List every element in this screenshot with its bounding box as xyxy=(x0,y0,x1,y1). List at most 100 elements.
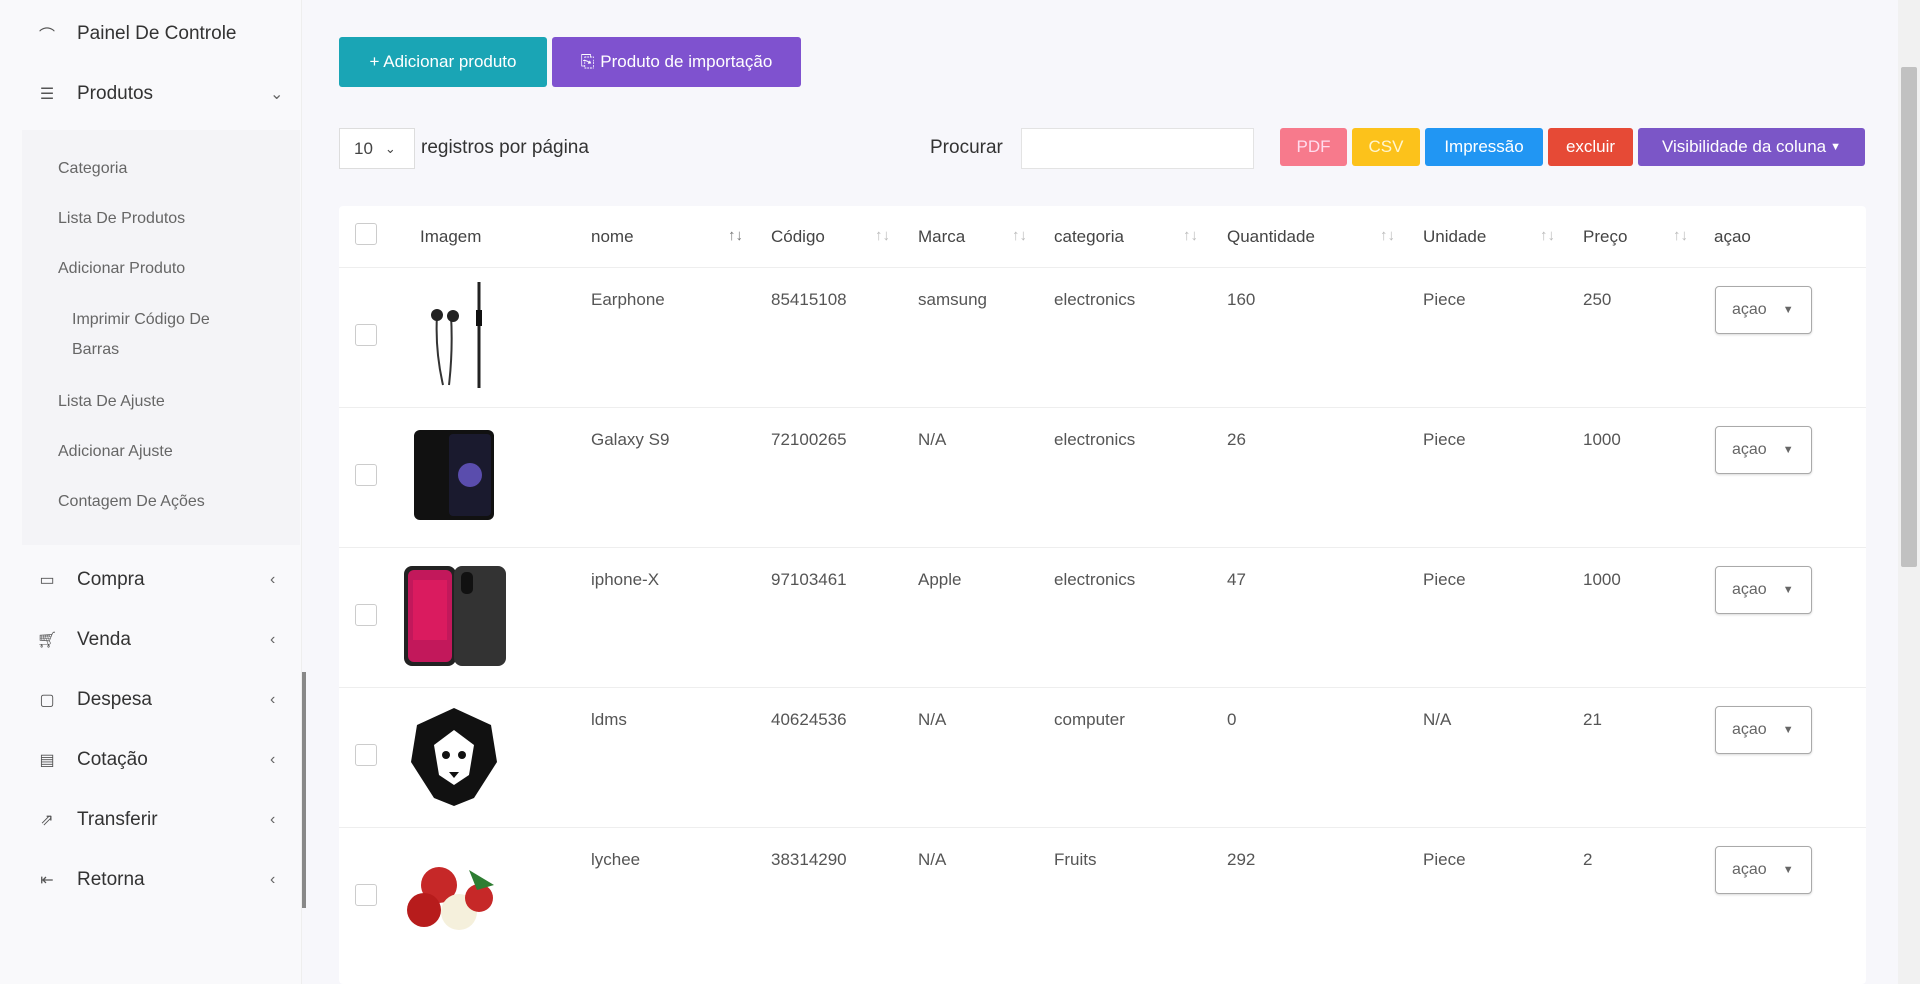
cell-nome: iphone-X xyxy=(591,570,660,589)
submenu-categoria[interactable]: Categoria xyxy=(58,160,128,177)
chevron-down-icon: ⌄ xyxy=(384,140,396,156)
cell-preco: 2 xyxy=(1583,850,1593,869)
cell-unidade: Piece xyxy=(1423,290,1466,309)
header-codigo[interactable]: Código xyxy=(771,227,825,246)
table-row: iphone-X 97103461 Apple electronics 47 Piece 1… xyxy=(339,547,1866,687)
submenu-adicionar-ajuste[interactable]: Adicionar Ajuste xyxy=(58,443,173,460)
sidebar-scrollbar[interactable] xyxy=(302,672,306,908)
submenu-lista-ajuste[interactable]: Lista De Ajuste xyxy=(58,393,165,410)
header-marca[interactable]: Marca xyxy=(918,227,966,246)
header-categoria[interactable]: categoria xyxy=(1054,227,1124,246)
share-icon: ⇗ xyxy=(40,812,54,829)
cell-marca: N/A xyxy=(918,850,947,869)
header-nome[interactable]: nome xyxy=(591,227,634,246)
cell-preco: 1000 xyxy=(1583,570,1621,589)
column-visibility-button[interactable]: Visibilidade da coluna ▼ xyxy=(1638,128,1865,166)
header-quantidade[interactable]: Quantidade xyxy=(1227,227,1315,246)
cell-nome: ldms xyxy=(591,710,627,729)
export-pdf-button[interactable]: PDF xyxy=(1280,128,1347,166)
export-csv-button[interactable]: CSV xyxy=(1352,128,1420,166)
sidebar-item-despesa[interactable]: ▢ Despesa ‹ xyxy=(0,680,300,720)
import-product-button[interactable]: ⎘ Produto de importação xyxy=(552,37,801,87)
products-table xyxy=(339,206,1866,984)
header-acao: açao xyxy=(1714,227,1751,246)
search-label: Procurar xyxy=(930,137,1003,158)
page-size-select[interactable]: 10 ⌄ xyxy=(339,128,415,169)
cell-preco: 21 xyxy=(1583,710,1602,729)
sort-icon[interactable]: ↑↓ xyxy=(728,227,743,244)
add-product-button[interactable]: + Adicionar produto xyxy=(339,37,547,87)
print-button[interactable]: Impressão xyxy=(1425,128,1543,166)
header-preco[interactable]: Preço xyxy=(1583,227,1628,246)
row-checkbox[interactable] xyxy=(355,324,377,346)
table-row: Galaxy S9 72100265 N/A electronics 26 Piece 10… xyxy=(339,407,1866,547)
cell-unidade: Piece xyxy=(1423,570,1466,589)
sidebar-item-venda[interactable]: 🛒︎ Venda ‹ xyxy=(36,629,276,650)
select-all-checkbox[interactable] xyxy=(355,223,377,245)
caret-down-icon: ▼ xyxy=(1830,141,1842,153)
submenu-lista-produtos[interactable]: Lista De Produtos xyxy=(58,210,186,227)
cell-marca: N/A xyxy=(918,430,947,449)
cell-quantidade: 26 xyxy=(1227,430,1246,449)
action-dropdown[interactable]: açao ▼ xyxy=(1715,566,1812,614)
sidebar-item-dashboard[interactable]: ⌒ Painel De Controle xyxy=(0,14,300,54)
product-image-lychee xyxy=(399,840,509,950)
cell-unidade: Piece xyxy=(1423,850,1466,869)
products-submenu xyxy=(22,130,300,545)
cell-categoria: Fruits xyxy=(1054,850,1097,869)
action-dropdown[interactable]: açao ▼ xyxy=(1715,426,1812,474)
card-icon: ▭ xyxy=(39,572,55,589)
caret-down-icon: ▼ xyxy=(1782,724,1794,736)
chevron-down-icon: ⌄ xyxy=(270,86,284,103)
cell-categoria: electronics xyxy=(1054,290,1136,309)
page-size-label: registros por página xyxy=(421,137,589,158)
sort-icon[interactable]: ↑↓ xyxy=(1673,227,1688,244)
sidebar-item-cotacao[interactable]: ▤ Cotação ‹ xyxy=(0,740,300,780)
table-row: lychee 38314290 N/A Fruits 292 Piece 2 açao ▼ xyxy=(339,827,1866,967)
search-input[interactable] xyxy=(1021,128,1254,169)
cell-categoria: electronics xyxy=(1054,430,1136,449)
product-image-earphone xyxy=(399,280,509,390)
action-dropdown[interactable]: açao ▼ xyxy=(1715,706,1812,754)
sidebar-item-retorna[interactable]: ⇤ Retorna ‹ xyxy=(0,860,300,900)
sidebar: ⌒ Painel De Controle ☰ Produtos ⌄ Catego… xyxy=(0,0,302,984)
sort-icon[interactable]: ↑↓ xyxy=(1540,227,1555,244)
table-row: Earphone 85415108 samsung electronics 160 Pie… xyxy=(339,267,1866,407)
header-imagem: Imagem xyxy=(420,227,482,246)
row-checkbox[interactable] xyxy=(355,464,377,486)
scrollbar-thumb[interactable] xyxy=(1901,67,1917,567)
sidebar-item-transferir[interactable]: ⇗ Transferir ‹ xyxy=(0,800,300,840)
sort-icon[interactable]: ↑↓ xyxy=(1183,227,1198,244)
cell-categoria: computer xyxy=(1054,710,1125,729)
sort-icon[interactable]: ↑↓ xyxy=(1380,227,1395,244)
sidebar-item-compra[interactable]: ▭ Compra ‹ xyxy=(0,560,300,600)
sort-icon[interactable]: ↑↓ xyxy=(875,227,890,244)
chevron-left-icon: ‹ xyxy=(270,871,276,888)
cell-codigo: 38314290 xyxy=(771,850,847,869)
sort-icon[interactable]: ↑↓ xyxy=(1012,227,1027,244)
wallet-icon: ▢ xyxy=(39,692,55,709)
caret-down-icon: ▼ xyxy=(1782,304,1794,316)
product-image-iphone-x xyxy=(399,560,509,670)
row-checkbox[interactable] xyxy=(355,884,377,906)
gauge-icon: ⌒ xyxy=(38,28,55,45)
header-unidade[interactable]: Unidade xyxy=(1423,227,1487,246)
submenu-adicionar-produto[interactable]: Adicionar Produto xyxy=(58,260,186,277)
caret-down-icon: ▼ xyxy=(1782,444,1794,456)
action-dropdown[interactable]: açao ▼ xyxy=(1715,286,1812,334)
delete-button[interactable]: excluir xyxy=(1548,128,1633,166)
cell-marca: Apple xyxy=(918,570,962,589)
action-dropdown[interactable]: açao ▼ xyxy=(1715,846,1812,894)
submenu-imprimir-codigo[interactable]: Imprimir Código De Barras xyxy=(72,311,210,358)
cell-unidade: N/A xyxy=(1423,710,1452,729)
sidebar-item-products[interactable]: ☰ Produtos ⌄ xyxy=(0,74,300,114)
cell-nome: Earphone xyxy=(591,290,665,309)
cell-codigo: 97103461 xyxy=(771,570,847,589)
row-checkbox[interactable] xyxy=(355,604,377,626)
cell-codigo: 40624536 xyxy=(771,710,847,729)
list-icon: ☰ xyxy=(39,86,55,103)
row-checkbox[interactable] xyxy=(355,744,377,766)
submenu-contagem-acoes[interactable]: Contagem De Ações xyxy=(58,493,205,510)
cell-quantidade: 0 xyxy=(1227,710,1237,729)
chevron-left-icon: ‹ xyxy=(270,751,276,768)
